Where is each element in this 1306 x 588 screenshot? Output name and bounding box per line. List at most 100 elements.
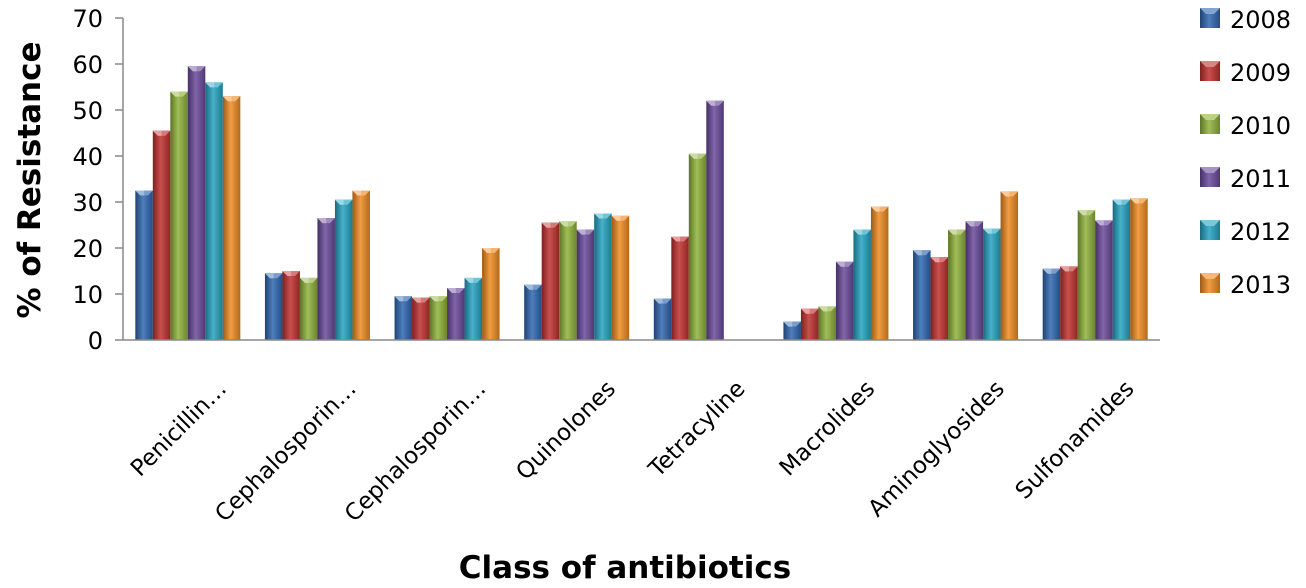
bar-body <box>1060 266 1078 340</box>
bar <box>930 257 949 340</box>
bar-body <box>783 321 801 340</box>
legend-swatch-cap <box>1200 61 1220 67</box>
legend-label: 2012 <box>1230 218 1291 246</box>
bar-cap-highlight <box>317 218 327 224</box>
bar-cap-highlight <box>853 229 863 235</box>
bar-body <box>594 213 612 340</box>
bar-body <box>334 199 353 340</box>
bar-cap-highlight <box>1042 268 1052 274</box>
x-tick-label: Macrolides <box>775 376 880 481</box>
bar-body <box>983 228 1001 340</box>
bar <box>541 222 560 340</box>
x-tick-label: Quinolones <box>511 376 621 486</box>
x-tick-label: Penicillin… <box>126 376 232 482</box>
bar-body <box>412 297 430 340</box>
bar <box>1130 198 1148 340</box>
bar <box>170 91 188 340</box>
y-tick-label: 20 <box>72 235 103 263</box>
x-tick-label: Cephalosporin… <box>340 376 491 527</box>
bar-body <box>653 298 672 340</box>
bar <box>187 66 206 341</box>
bar-cap-highlight <box>559 221 568 227</box>
bar <box>576 229 595 340</box>
bar-cap-highlight <box>983 228 992 234</box>
bar-cap-highlight <box>576 229 586 235</box>
bar-body <box>299 277 318 340</box>
bar-body <box>1130 198 1148 340</box>
bar-body <box>394 296 413 340</box>
bar-cap-highlight <box>1077 210 1087 216</box>
bar-cap-highlight <box>170 91 180 97</box>
bar-cap-highlight <box>1112 199 1122 205</box>
bar-body <box>1077 210 1096 340</box>
bar-body <box>1000 191 1019 340</box>
bar <box>1112 199 1131 340</box>
bar-body <box>800 308 819 340</box>
bar <box>264 273 283 340</box>
bar <box>282 271 300 340</box>
bar-cap-highlight <box>282 271 292 276</box>
bar <box>429 296 448 340</box>
bar <box>1077 210 1096 340</box>
bar <box>334 199 353 340</box>
bar-body <box>706 100 724 340</box>
bar-body <box>913 250 931 340</box>
legend-item: 2011 <box>1200 165 1291 193</box>
bar-cap-highlight <box>222 96 232 102</box>
bar <box>800 308 819 340</box>
bar <box>1060 266 1078 340</box>
legend-swatch-cap <box>1200 167 1220 173</box>
bar <box>394 296 413 340</box>
bar-cap-highlight <box>965 221 975 227</box>
bar <box>783 321 801 340</box>
bar-cap-highlight <box>913 250 922 256</box>
bar-body <box>559 221 577 340</box>
bar <box>983 228 1001 340</box>
bar-body <box>835 261 854 340</box>
bar-cap-highlight <box>1060 266 1069 272</box>
bar <box>594 213 612 340</box>
y-tick-label: 10 <box>72 281 103 309</box>
bar-cap-highlight <box>264 273 274 279</box>
y-tick-label: 60 <box>72 51 103 79</box>
bar-cap-highlight <box>334 199 344 205</box>
bar-body <box>870 206 889 340</box>
bar-cap-highlight <box>482 248 491 253</box>
bar-body <box>282 271 300 340</box>
bar-body <box>482 248 500 340</box>
bar-cap-highlight <box>135 190 145 196</box>
bar-cap-highlight <box>835 261 845 267</box>
bar-cap-highlight <box>818 306 828 312</box>
bar <box>671 236 689 340</box>
legend-swatch-cap <box>1200 8 1220 14</box>
bar-body <box>818 306 836 340</box>
bar <box>524 284 542 340</box>
legend-item: 2012 <box>1200 218 1291 246</box>
bar-body <box>541 222 560 340</box>
bar-body <box>205 82 223 341</box>
x-tick-label: Aminoglyosides <box>863 376 1009 522</box>
y-tick-label: 40 <box>72 143 103 171</box>
legend-label: 2013 <box>1230 271 1291 299</box>
bar <box>135 190 153 340</box>
bar-cap-highlight <box>299 277 309 283</box>
bars <box>135 66 1148 341</box>
bar <box>464 277 483 340</box>
bar-cap-highlight <box>653 298 663 304</box>
legend-label: 2010 <box>1230 112 1291 140</box>
bar <box>299 277 318 340</box>
bar-body <box>352 190 370 340</box>
bar-cap-highlight <box>688 153 698 159</box>
bar-cap-highlight <box>800 308 810 314</box>
bar-cap-highlight <box>1095 220 1104 226</box>
bar-body <box>688 153 707 340</box>
bar <box>706 100 724 340</box>
bar <box>482 248 500 340</box>
bar <box>152 130 171 340</box>
legend-label: 2008 <box>1230 6 1291 34</box>
bar-cap-highlight <box>412 297 421 303</box>
bar-cap-highlight <box>1130 198 1139 204</box>
x-axis-title: Class of antibiotics <box>459 550 791 586</box>
bar-body <box>948 229 966 340</box>
